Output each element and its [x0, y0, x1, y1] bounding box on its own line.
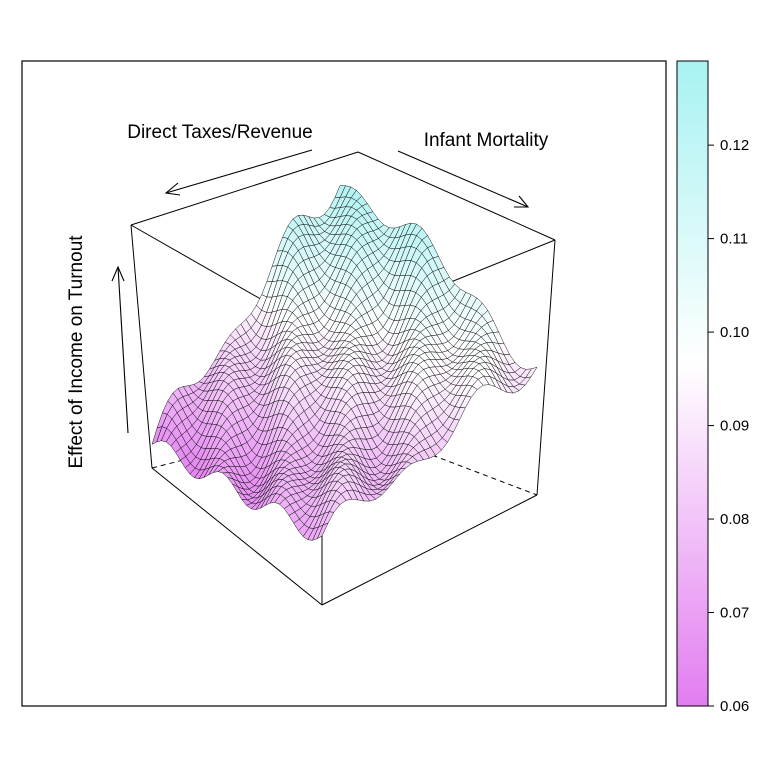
- x-axis-label: Direct Taxes/Revenue: [127, 122, 313, 143]
- surface-facet: [316, 522, 329, 540]
- colorbar-tick-label: 0.06: [720, 698, 749, 715]
- plot-panel-frame: [21, 60, 667, 707]
- colorbar-tick-label: 0.07: [720, 605, 749, 622]
- x-axis-arrow: [165, 149, 313, 194]
- colorbar-tick-label: 0.09: [720, 418, 749, 435]
- box-front-edges: [151, 467, 538, 606]
- colorbar-gradient: [676, 60, 709, 707]
- box-hidden-edges: [151, 419, 538, 496]
- colorbar-tick-label: 0.08: [720, 511, 749, 528]
- y-axis-label: Infant Mortality: [424, 130, 549, 151]
- z-axis-arrow: [117, 266, 129, 434]
- axis-arrows: [111, 149, 530, 434]
- colorbar-tick-label: 0.10: [720, 324, 749, 341]
- colorbar-tick-label: 0.12: [720, 137, 749, 154]
- y-axis-arrow: [397, 150, 529, 208]
- colorbar-tick-label: 0.11: [720, 231, 748, 248]
- colorbar: 0.06 0.07 0.08 0.09 0.10 0.11 0.12: [676, 60, 749, 715]
- z-axis-label: Effect of Income on Turnout: [66, 235, 87, 469]
- colorbar-ticks: 0.06 0.07 0.08 0.09 0.10 0.11 0.12: [708, 137, 749, 715]
- surface-mesh: [151, 185, 538, 541]
